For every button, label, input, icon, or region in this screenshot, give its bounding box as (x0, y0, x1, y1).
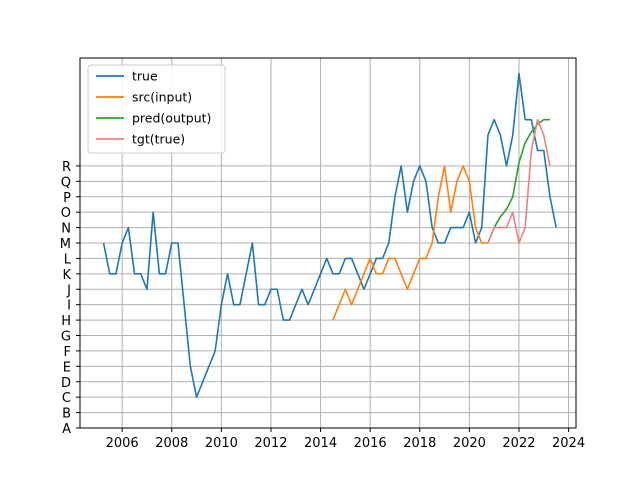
y-tick-label: H (61, 314, 71, 329)
y-tick-label: P (63, 191, 71, 206)
y-tick-label: L (64, 252, 72, 267)
y-tick-label: O (61, 206, 71, 221)
y-tick-label: R (62, 160, 71, 175)
x-tick-label: 2022 (502, 436, 535, 451)
y-tick-label: Q (61, 175, 71, 190)
y-tick-label: K (62, 268, 71, 283)
legend-label: src(input) (132, 90, 192, 105)
x-tick-label: 2006 (106, 436, 139, 451)
x-tick-label: 2014 (304, 436, 337, 451)
x-tick-label: 2020 (453, 436, 486, 451)
series-line-1 (332, 165, 488, 321)
x-tick-label: 2008 (155, 436, 188, 451)
series-line-3 (487, 118, 551, 244)
y-tick-label: D (61, 376, 71, 391)
series-line-0 (102, 72, 557, 398)
legend-label: true (132, 69, 158, 84)
legend: true src(input) pred(output) tgt(true) (87, 64, 226, 154)
y-tick-label: A (62, 422, 71, 437)
y-tick-label: J (66, 283, 71, 298)
y-tick-label: I (67, 299, 71, 314)
y-tick-label: E (63, 360, 71, 375)
x-tick-label: 2016 (354, 436, 387, 451)
x-tick-label: 2018 (403, 436, 436, 451)
series-lines (102, 72, 557, 398)
legend-box (87, 64, 226, 154)
y-tick-label: B (62, 407, 71, 422)
y-tick-label: F (64, 345, 71, 360)
x-axis-ticks: 2006 2008 2010 2012 2014 2016 2018 2020 2022 2024 (106, 428, 585, 451)
legend-label: tgt(true) (132, 132, 185, 147)
x-tick-label: 2010 (205, 436, 238, 451)
y-tick-label: C (62, 391, 71, 406)
x-tick-label: 2024 (552, 436, 585, 451)
y-tick-label: M (60, 237, 71, 252)
y-tick-label: G (61, 330, 71, 345)
y-tick-label: N (61, 222, 71, 237)
x-tick-label: 2012 (254, 436, 287, 451)
legend-label: pred(output) (132, 111, 211, 126)
